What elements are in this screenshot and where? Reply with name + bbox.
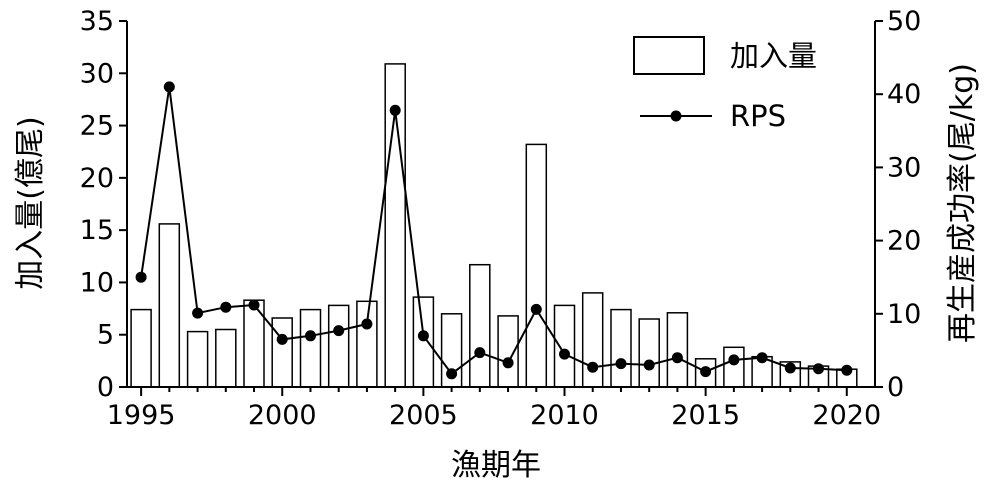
rps-point-2015: [700, 366, 712, 378]
rps-point-2011: [587, 361, 599, 373]
right-tick-label-10: 10: [887, 299, 921, 330]
bar-1995: [130, 308, 152, 388]
left-tick-label-35: 35: [80, 6, 114, 37]
rps-point-2014: [671, 352, 683, 364]
left-tick-labels: 0 5 10 15 20 25 30 35: [80, 6, 114, 403]
rps-point-2008: [502, 357, 514, 369]
bar-2002: [327, 304, 350, 388]
rps-point-2003: [361, 318, 373, 330]
rps-point-2001: [305, 330, 316, 342]
right-tick-label-30: 30: [887, 152, 921, 183]
bar-2010: [553, 304, 576, 388]
rps-point-2010: [559, 348, 570, 360]
bar-2009: [525, 143, 548, 388]
rps-line-group: [135, 81, 853, 380]
rps-point-2012: [615, 358, 627, 370]
bar-2001: [299, 308, 322, 388]
rps-point-2018: [784, 362, 796, 374]
rps-point-2000: [276, 333, 288, 345]
legend: 加入量 RPS: [633, 36, 817, 133]
bar-2011: [581, 292, 604, 388]
legend-line-marker: [670, 110, 682, 122]
x-tick-labels: 1995 2000 2005 2010 2015 2020: [107, 400, 881, 431]
rps-point-2019: [813, 363, 824, 375]
x-tick-label-1995: 1995: [107, 400, 176, 431]
bar-2016: [723, 346, 745, 388]
left-tick-label-10: 10: [80, 267, 114, 298]
rps-point-2004: [389, 104, 401, 116]
left-tick-label-20: 20: [80, 163, 114, 194]
x-tick-label-2005: 2005: [389, 400, 458, 431]
rps-point-2002: [333, 325, 345, 337]
x-tick-label-2000: 2000: [248, 400, 317, 431]
left-tick-label-30: 30: [80, 58, 114, 89]
legend-bar-swatch: [633, 36, 705, 75]
rps-point-2013: [643, 359, 655, 371]
rps-point-2006: [446, 368, 458, 380]
bar-2013: [638, 318, 660, 388]
rps-point-2007: [474, 347, 486, 359]
x-tick-label-2015: 2015: [671, 400, 740, 431]
right-tick-label-0: 0: [887, 372, 904, 403]
rps-point-2016: [728, 354, 740, 366]
legend-line-label: RPS: [730, 99, 786, 133]
rps-point-1999: [248, 299, 260, 311]
bar-1996: [158, 223, 181, 388]
x-tick-label-2010: 2010: [530, 400, 599, 431]
bar-2012: [610, 308, 632, 388]
left-tick-label-15: 15: [80, 215, 114, 246]
rps-point-2009: [530, 303, 542, 315]
rps-point-1995: [135, 271, 147, 283]
rps-point-2005: [417, 330, 429, 342]
right-tick-label-20: 20: [887, 226, 921, 257]
right-tick-label-50: 50: [887, 6, 921, 37]
bar-1998: [215, 328, 237, 388]
legend-bar-label: 加入量: [730, 39, 817, 73]
rps-point-1998: [220, 301, 232, 313]
left-axis-title: 加入量(億尾): [13, 116, 48, 289]
right-tick-label-40: 40: [887, 79, 921, 110]
bar-2014: [666, 312, 689, 388]
rps-point-2017: [756, 352, 768, 364]
right-tick-labels: 0 10 20 30 40 50: [887, 6, 921, 403]
bar-2007: [469, 263, 491, 388]
left-tick-label-25: 25: [80, 111, 114, 142]
x-tick-label-2020: 2020: [812, 400, 881, 431]
bar-2005: [412, 296, 435, 388]
rps-point-2020: [841, 364, 853, 376]
x-axis-title: 漁期年: [451, 448, 541, 483]
axes-group: [119, 20, 883, 396]
left-tick-label-5: 5: [97, 320, 114, 351]
rps-point-1997: [192, 307, 204, 319]
right-axis-title: 再生産成功率(尾/kg): [945, 63, 980, 343]
bar-1997: [186, 330, 209, 388]
bar-2003: [356, 300, 378, 388]
rps-point-1996: [163, 81, 175, 93]
left-tick-label-0: 0: [97, 372, 114, 403]
bar-2000: [271, 317, 293, 388]
